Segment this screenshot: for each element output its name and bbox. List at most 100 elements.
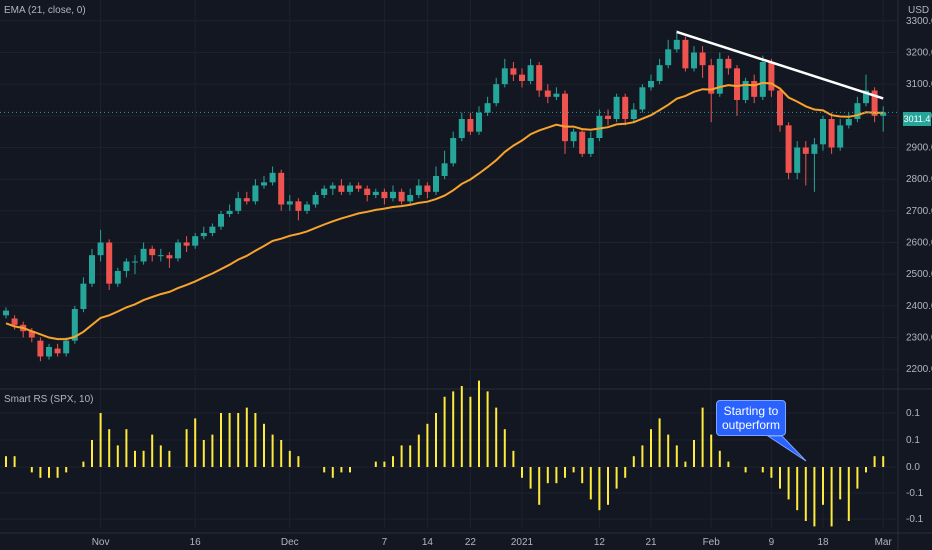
candle-body [802,147,809,154]
candle-body [639,87,646,110]
candle-body [140,248,147,262]
y-tick-label: 2600.0 [906,238,932,249]
x-tick-label: 2021 [511,537,534,548]
x-tick-label: 12 [594,537,606,548]
candle-body [854,103,861,119]
candle-body [157,255,164,257]
y-tick-label: 3300.0 [906,16,932,27]
candle-body [71,309,78,341]
candle-body [871,90,878,116]
trendline [676,30,884,100]
candle-body [89,255,95,284]
candle-body [467,119,474,132]
candle-body [777,90,783,126]
indicator-tick-label: -0.1 [906,514,924,525]
candle-body [132,261,138,263]
candle-body [166,255,173,259]
candle-body [192,236,199,246]
candle-body [278,172,285,205]
annotation-line-2: outperform [721,418,781,432]
candle-body [820,119,826,145]
candle-body [605,115,611,119]
candle-body [226,210,233,214]
candle-body [329,185,336,189]
candle-body [106,242,113,284]
candle-body [338,185,345,192]
candle-body [347,185,353,192]
candle-body [321,188,328,195]
candle-body [553,93,560,97]
candle-body [648,81,654,88]
candle-body [476,112,482,132]
candle-body [286,201,293,205]
currency-label: USD [908,5,929,16]
candle-body [304,204,310,211]
y-tick-label: 2400.0 [906,301,932,312]
y-tick-label: 3200.0 [906,48,932,59]
candle-body [691,52,697,69]
candle-body [716,58,723,94]
candle-body [183,242,190,246]
y-tick-label: 2800.0 [906,174,932,185]
candle-body [725,58,732,69]
candle-body [364,188,371,195]
ema-line [5,81,884,341]
candle-body [37,340,44,357]
annotation-line-1: Starting to [723,404,779,418]
candle-body [175,242,181,259]
candle-body [97,242,104,256]
candle-body [458,119,465,138]
candle-body [544,90,551,97]
candle-body [424,185,431,192]
candle-body [845,119,852,126]
y-tick-label: 2500.0 [906,269,932,280]
candle-body [28,331,35,338]
candle-body [665,49,672,66]
candle-body [734,68,740,100]
candle-body [759,62,766,97]
candle-body [596,115,603,138]
candle-body [54,348,61,354]
candle-body [11,318,18,325]
x-tick-label: 7 [382,537,388,548]
y-tick-label: 2900.0 [906,143,932,154]
indicator-tick-label: -0.1 [906,488,924,499]
candle-body [880,112,887,116]
candle-body [450,138,457,164]
candle-body [3,310,9,316]
candle-body [527,65,534,81]
indicator-tick-label: 0.1 [906,408,920,419]
x-tick-label: Dec [281,537,299,548]
candle-body [630,109,637,119]
candle-body [200,233,207,237]
candle-body [656,65,663,81]
candle-body [708,65,715,94]
candle-body [863,90,869,104]
x-tick-label: 0 [0,537,1,548]
candle-body [837,125,844,148]
candle-body [570,131,577,142]
candle-body [699,52,706,66]
candle-body [355,185,362,189]
candle-body [243,198,250,202]
candle-body [785,125,792,173]
indicator-tick-label: 0.0 [906,462,920,473]
indicator-title: Smart RS (SPX, 10) [4,394,93,405]
candle-body [149,248,156,256]
x-tick-label: Mar [875,537,893,548]
x-tick-label: 22 [465,537,477,548]
y-tick-label: 2200.0 [906,364,932,375]
candle-body [622,96,629,119]
candle-body [519,74,525,81]
candle-body [579,131,586,154]
x-tick-label: Feb [703,537,721,548]
candle-body [295,201,302,211]
candle-body [252,185,259,202]
x-tick-label: 14 [422,537,434,548]
candle-body [269,172,276,183]
candle-body [510,68,517,75]
y-tick-label: 2300.0 [906,333,932,344]
y-tick-label: 3100.0 [906,79,932,90]
candle-body [768,62,775,91]
